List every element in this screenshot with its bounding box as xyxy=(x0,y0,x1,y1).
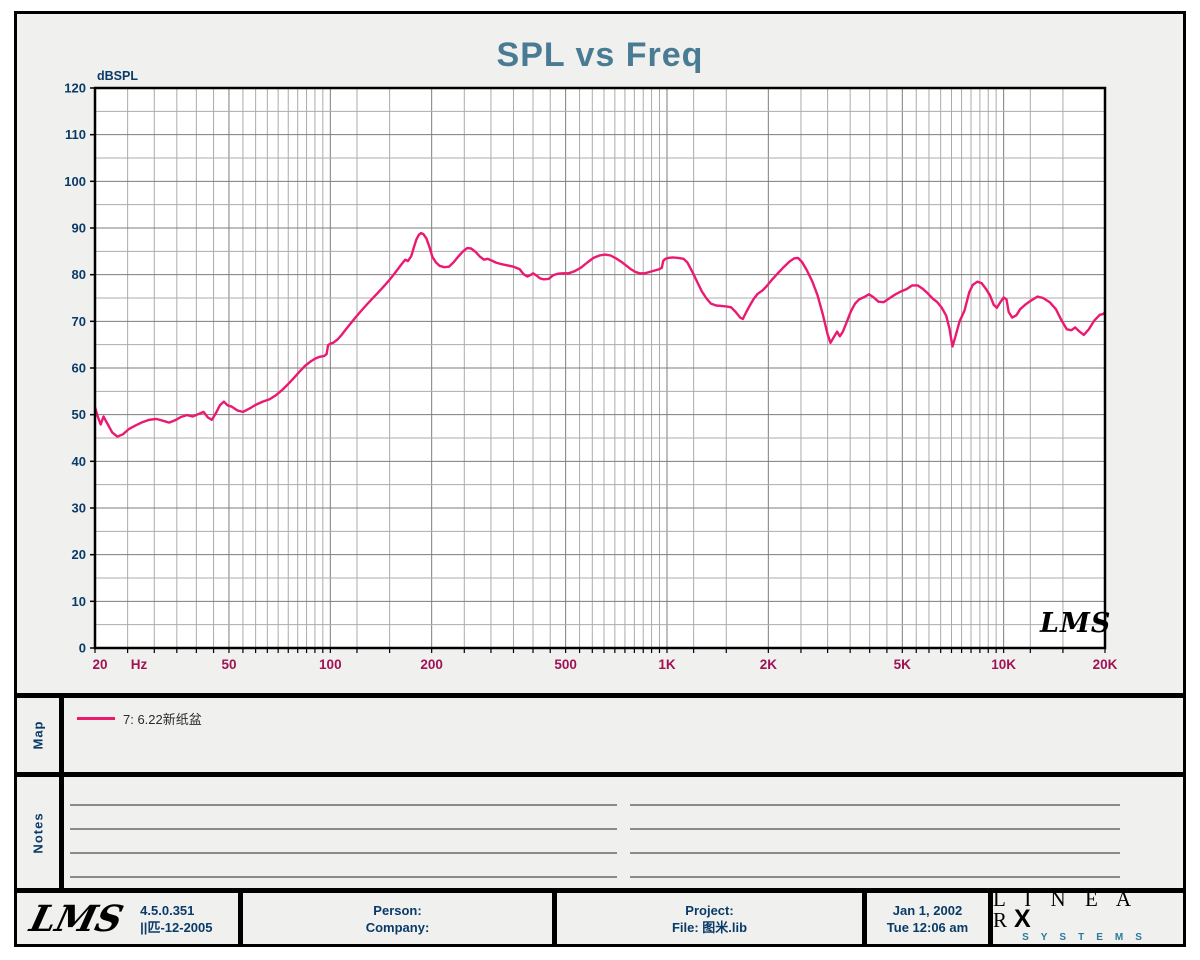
svg-text:10K: 10K xyxy=(991,657,1016,672)
footer-project-cell: Project: File: 图米.lib xyxy=(552,893,862,944)
section-divider xyxy=(17,772,1183,777)
svg-text:5K: 5K xyxy=(894,657,912,672)
svg-text:10: 10 xyxy=(72,594,86,609)
linearx-logo-x: X xyxy=(1014,905,1031,933)
notes-rule-line xyxy=(630,828,1120,830)
app-build-date: ||匹-12-2005 xyxy=(140,919,213,935)
svg-text:20: 20 xyxy=(72,547,86,562)
file-label: File: 图米.lib xyxy=(671,919,748,935)
notes-rule-line xyxy=(70,828,617,830)
svg-text:Hz: Hz xyxy=(131,657,148,672)
legend-curve-swatch xyxy=(77,716,115,720)
svg-text:0: 0 xyxy=(79,641,86,656)
legend-item: 7: 6.22新纸盆 xyxy=(77,710,202,727)
svg-text:110: 110 xyxy=(65,127,86,142)
app-version: 4.5.0.351 xyxy=(140,902,195,918)
notes-panel-label: Notes xyxy=(30,811,46,854)
chart-title: SPL vs Freq xyxy=(496,36,704,74)
report-frame: SPL vs Freq 0 10 20 30 40 50 60 70 80 90 100 110 120… xyxy=(14,11,1186,947)
svg-text:80: 80 xyxy=(72,267,86,282)
svg-text:500: 500 xyxy=(554,657,577,672)
svg-text:70: 70 xyxy=(72,314,86,329)
linearx-logo-top: L I N E A RX xyxy=(993,887,1137,933)
svg-text:50: 50 xyxy=(72,407,86,422)
lms-logo: LMS xyxy=(25,897,128,940)
map-panel: Map 7: 6.22新纸盆 xyxy=(17,698,1183,772)
svg-text:100: 100 xyxy=(64,174,86,189)
svg-text:40: 40 xyxy=(72,454,86,469)
svg-text:20: 20 xyxy=(92,657,107,672)
section-divider xyxy=(17,888,1183,893)
notes-panel: Notes xyxy=(17,777,1183,888)
section-divider xyxy=(17,693,1183,698)
spl-vs-freq-chart: 0 10 20 30 40 50 60 70 80 90 100 110 120 20 50 100 200 50… xyxy=(64,69,1118,672)
notes-rule-line xyxy=(630,852,1120,854)
report-date: Jan 1, 2002 xyxy=(892,902,963,918)
svg-text:120: 120 xyxy=(64,81,86,96)
svg-text:30: 30 xyxy=(72,501,86,516)
report-time: Tue 12:06 am xyxy=(886,919,969,935)
linearx-systems-logo: L I N E A RX SYSTEMS xyxy=(993,887,1183,944)
linearx-logo-systems: SYSTEMS xyxy=(1022,932,1154,943)
svg-text:100: 100 xyxy=(319,657,342,672)
svg-text:2K: 2K xyxy=(760,657,778,672)
svg-text:20K: 20K xyxy=(1093,657,1118,672)
legend-curve-label: 7: 6.22新纸盆 xyxy=(123,711,202,727)
svg-text:50: 50 xyxy=(221,657,236,672)
notes-rule-line xyxy=(70,852,617,854)
svg-text:60: 60 xyxy=(72,361,86,376)
chart-section: SPL vs Freq 0 10 20 30 40 50 60 70 80 90 100 110 120… xyxy=(17,14,1183,693)
notes-rule-line xyxy=(70,804,617,806)
person-label: Person: xyxy=(373,902,422,918)
map-sidebar-cell: Map xyxy=(17,698,64,772)
notes-rule-line xyxy=(630,804,1120,806)
notes-rule-line xyxy=(630,876,1120,878)
svg-text:90: 90 xyxy=(72,221,86,236)
svg-text:200: 200 xyxy=(420,657,443,672)
footer-person-cell: Person: Company: xyxy=(238,893,552,944)
map-panel-label: Map xyxy=(30,720,46,750)
notes-sidebar-cell: Notes xyxy=(17,777,64,888)
svg-text:dBSPL: dBSPL xyxy=(97,69,138,83)
footer-datetime-cell: Jan 1, 2002 Tue 12:06 am xyxy=(862,893,988,944)
svg-text:1K: 1K xyxy=(658,657,676,672)
company-label: Company: xyxy=(365,919,430,935)
footer-brand-cell: L I N E A RX SYSTEMS xyxy=(988,889,1183,944)
project-label: Project: xyxy=(685,902,734,918)
footer-bar: LMS 4.5.0.351 ||匹-12-2005 Person: Compan… xyxy=(17,889,1183,944)
version-block: 4.5.0.351 ||匹-12-2005 xyxy=(140,902,212,936)
footer-app-cell: LMS 4.5.0.351 ||匹-12-2005 xyxy=(17,893,238,944)
svg-text:LMS: LMS xyxy=(1039,608,1111,639)
notes-rule-line xyxy=(70,876,617,878)
